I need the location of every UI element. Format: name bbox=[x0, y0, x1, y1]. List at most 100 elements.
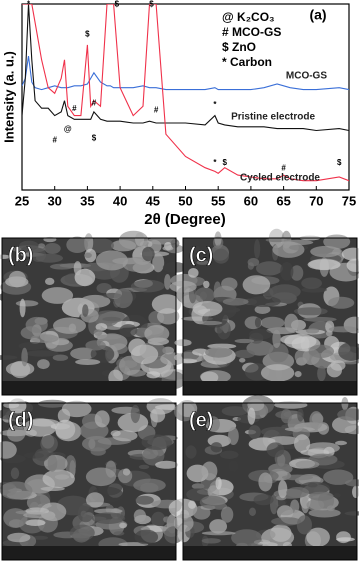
legend-line: @ K₂CO₃ bbox=[222, 10, 275, 24]
sem-texture bbox=[196, 260, 210, 265]
peak-mark: # bbox=[154, 106, 159, 115]
sem-texture bbox=[297, 408, 304, 422]
sem-texture bbox=[23, 512, 52, 519]
sem-texture bbox=[177, 400, 198, 417]
x-tick-label: 65 bbox=[276, 193, 290, 208]
sem-texture bbox=[84, 252, 92, 258]
sem-texture bbox=[152, 253, 165, 273]
series-line bbox=[22, 4, 349, 182]
x-tick-label: 25 bbox=[15, 193, 29, 208]
sem-texture bbox=[301, 277, 322, 289]
panel-label: (c) bbox=[189, 244, 213, 266]
sem-texture bbox=[52, 354, 69, 361]
sem-texture bbox=[207, 485, 220, 499]
sem-texture bbox=[82, 304, 89, 317]
legend-entry: Cycled electrode bbox=[240, 173, 320, 184]
sem-image: (b) bbox=[0, 230, 189, 396]
annotations: MCO-GS Pristine electrode Cycled electrode… bbox=[27, 0, 342, 184]
sem-texture bbox=[260, 316, 285, 329]
sem-texture bbox=[41, 287, 74, 304]
sem-texture bbox=[306, 527, 330, 547]
peak-mark: $ bbox=[337, 158, 342, 167]
sem-texture bbox=[77, 504, 94, 523]
sem-texture bbox=[326, 363, 342, 378]
sem-texture bbox=[326, 330, 333, 337]
peak-mark: $ bbox=[149, 0, 154, 9]
sem-texture bbox=[112, 257, 143, 265]
sem-texture bbox=[40, 435, 58, 453]
sem-texture bbox=[0, 254, 11, 259]
sem-texture bbox=[274, 401, 308, 409]
peak-mark: $ bbox=[92, 134, 97, 143]
sem-texture bbox=[21, 347, 28, 367]
sem-texture bbox=[3, 508, 28, 528]
sem-info-bar bbox=[2, 381, 176, 395]
sem-texture bbox=[8, 398, 27, 414]
sem-texture bbox=[68, 323, 77, 333]
sem-texture bbox=[261, 527, 295, 548]
sem-texture bbox=[25, 350, 59, 357]
sem-texture bbox=[317, 365, 326, 382]
series-line bbox=[22, 4, 349, 132]
sem-texture bbox=[269, 284, 301, 300]
sem-texture bbox=[231, 529, 263, 547]
sem-texture bbox=[117, 412, 149, 433]
sem-texture bbox=[254, 317, 261, 328]
sem-texture bbox=[213, 281, 222, 298]
sem-texture bbox=[280, 409, 292, 424]
sem-texture bbox=[221, 406, 248, 417]
sem-texture bbox=[61, 400, 92, 418]
sem-texture bbox=[130, 279, 165, 293]
sem-texture bbox=[141, 434, 173, 450]
sem-texture bbox=[303, 316, 337, 322]
sem-texture bbox=[192, 505, 211, 520]
sem-texture bbox=[38, 399, 67, 408]
sem-texture bbox=[335, 440, 347, 446]
peak-mark: # bbox=[281, 163, 286, 172]
peak-mark: $ bbox=[115, 0, 120, 9]
sem-texture bbox=[94, 508, 123, 514]
sem-texture bbox=[253, 494, 274, 506]
legend-entry: Pristine electrode bbox=[231, 112, 315, 123]
sem-texture bbox=[163, 516, 171, 523]
panel-label: (b) bbox=[8, 244, 34, 266]
sem-texture bbox=[95, 250, 128, 271]
sem-texture bbox=[0, 429, 31, 437]
sem-texture bbox=[346, 258, 359, 272]
sem-texture bbox=[19, 240, 39, 251]
legend-line: # MCO-GS bbox=[222, 25, 281, 39]
sem-texture bbox=[135, 495, 154, 505]
sem-texture bbox=[122, 468, 131, 476]
panel-label: (e) bbox=[189, 409, 213, 431]
x-tick-label: 45 bbox=[146, 193, 160, 208]
sem-texture bbox=[135, 232, 145, 247]
sem-texture bbox=[173, 513, 194, 533]
sem-texture bbox=[221, 277, 238, 291]
sem-texture bbox=[102, 316, 121, 322]
sem-texture bbox=[119, 324, 138, 337]
sem-texture bbox=[307, 259, 341, 271]
peak-mark: * bbox=[213, 158, 217, 167]
sem-texture bbox=[73, 261, 82, 276]
peak-mark: * bbox=[213, 100, 217, 109]
sem-texture bbox=[201, 461, 218, 481]
sem-image: (d) bbox=[0, 398, 187, 561]
sem-texture bbox=[254, 239, 261, 259]
sem-texture bbox=[7, 532, 31, 543]
sem-texture bbox=[199, 495, 226, 509]
sem-texture bbox=[209, 519, 228, 534]
sem-texture bbox=[249, 507, 256, 516]
sem-texture bbox=[338, 342, 359, 361]
sem-texture bbox=[341, 397, 349, 411]
sem-texture bbox=[247, 296, 281, 307]
sem-texture bbox=[42, 469, 75, 488]
sem-texture bbox=[90, 447, 106, 456]
sem-texture bbox=[82, 436, 112, 452]
peak-mark: # bbox=[92, 98, 97, 107]
sem-texture bbox=[31, 535, 49, 540]
sem-texture bbox=[333, 493, 341, 498]
sem-texture bbox=[8, 270, 27, 288]
sem-frame bbox=[1, 237, 177, 396]
sem-texture bbox=[228, 460, 239, 472]
sem-texture bbox=[65, 455, 77, 474]
